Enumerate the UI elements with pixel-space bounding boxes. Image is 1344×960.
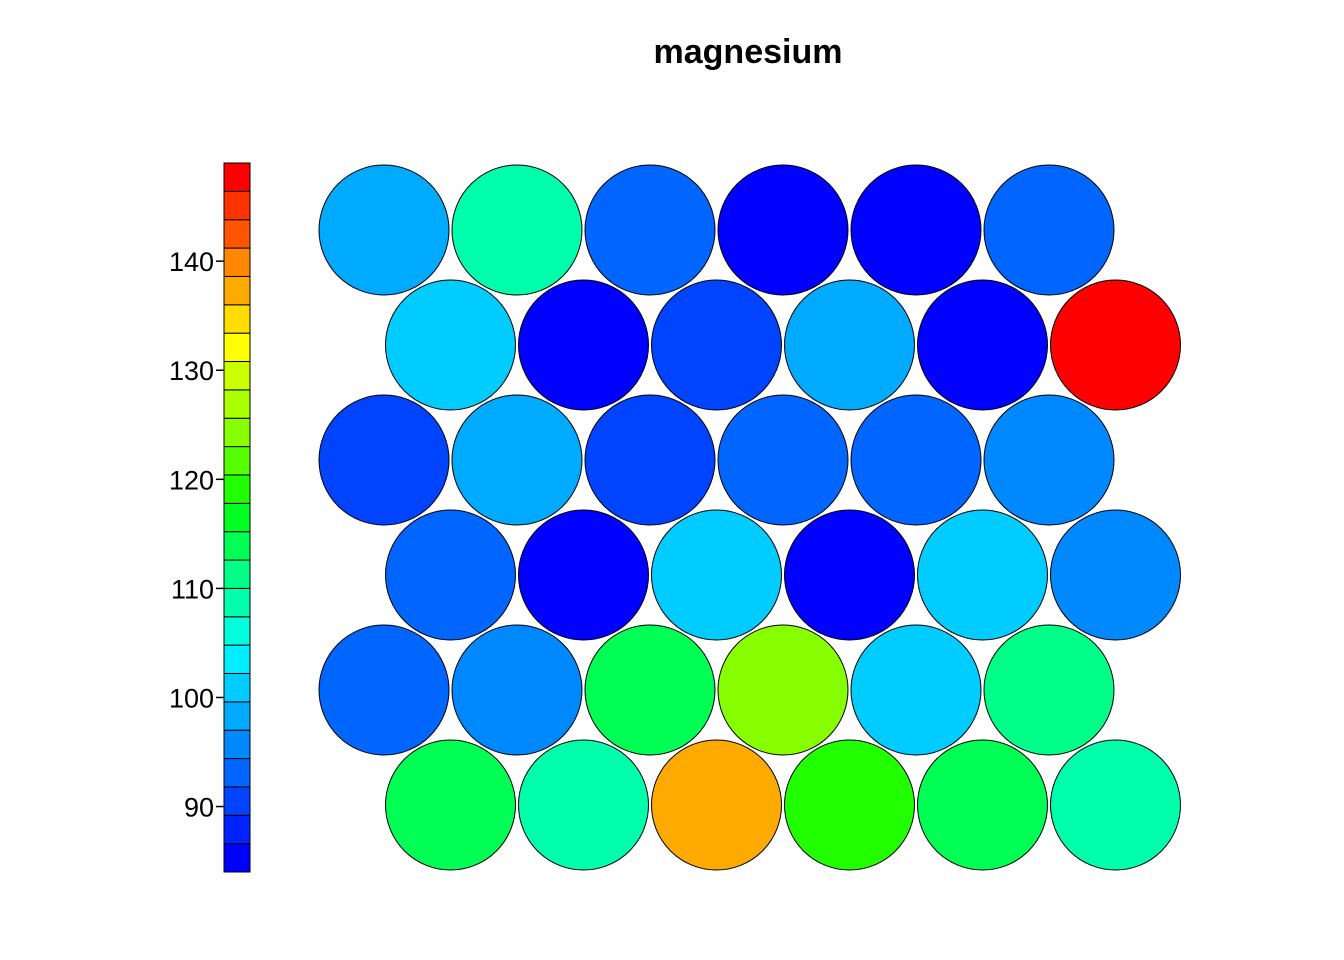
colorbar-segment — [223, 446, 251, 476]
colorbar-segment — [223, 417, 251, 448]
colorbar-segment — [223, 275, 251, 306]
hex-cell — [1050, 509, 1181, 641]
hex-cell — [917, 739, 1048, 871]
colorbar-segment — [223, 389, 251, 419]
colorbar-tick-label: 110 — [171, 574, 214, 604]
hex-cell — [451, 164, 583, 296]
hex-cell — [784, 279, 915, 411]
colorbar-segment — [223, 190, 251, 221]
colorbar-segment — [223, 162, 251, 192]
hex-cell — [651, 509, 782, 641]
hex-cell — [651, 739, 782, 871]
hex-cell — [584, 394, 716, 526]
hex-cell — [651, 279, 782, 411]
colorbar-tick-label: 100 — [169, 683, 214, 713]
hex-cell — [584, 164, 716, 296]
colorbar-segment — [223, 786, 251, 816]
hex-cell — [850, 394, 982, 526]
colorbar-tick-label: 130 — [169, 356, 214, 386]
hex-cell — [917, 509, 1048, 641]
colorbar-segment — [223, 559, 251, 589]
hex-cell — [717, 394, 849, 526]
colorbar-segment — [223, 247, 251, 277]
hex-cell — [717, 624, 849, 756]
hex-cell — [1050, 739, 1181, 871]
colorbar-segment — [223, 332, 251, 363]
chart-title: magnesium — [654, 33, 843, 71]
hex-cell — [1050, 279, 1181, 411]
colorbar-segment — [223, 758, 251, 788]
hex-cell — [451, 394, 583, 526]
hex-cell — [917, 279, 1048, 411]
colorbar-segment — [223, 616, 251, 646]
colorbar-segment — [223, 531, 251, 561]
hex-cell — [518, 739, 649, 871]
colorbar-segment — [223, 814, 251, 845]
hex-cell — [518, 279, 649, 411]
hex-cell — [983, 394, 1115, 526]
hex-cell — [983, 164, 1115, 296]
hex-cell — [318, 164, 450, 296]
hex-cells — [318, 164, 1181, 871]
colorbar-segment — [223, 474, 251, 504]
colorbar-tick-label: 90 — [184, 793, 214, 823]
colorbar-segment — [223, 502, 251, 533]
hex-cell — [518, 509, 649, 641]
colorbar-tick-label: 120 — [169, 465, 214, 495]
colorbar-segment — [223, 361, 251, 391]
colorbar-segment — [223, 729, 251, 760]
hex-cell — [784, 509, 915, 641]
colorbar-segment — [223, 672, 251, 703]
colorbar-segment — [223, 587, 251, 618]
hex-cell — [385, 509, 516, 641]
colorbar-segment — [223, 219, 251, 249]
hex-cell — [850, 164, 982, 296]
colorbar-segment — [223, 304, 251, 334]
hex-cell — [784, 739, 915, 871]
hex-cell — [318, 394, 450, 526]
colorbar-segment — [223, 843, 251, 873]
hex-cell — [451, 624, 583, 756]
colorbar: 90 100 110 120 130 140 — [169, 162, 251, 873]
colorbar-segment — [223, 701, 251, 731]
hex-cell — [385, 279, 516, 411]
hex-cell — [385, 739, 516, 871]
hex-cell — [983, 624, 1115, 756]
hex-cell — [850, 624, 982, 756]
hex-cell — [717, 164, 849, 296]
colorbar-segment — [223, 644, 251, 674]
hex-cell — [318, 624, 450, 756]
hex-cell — [584, 624, 716, 756]
colorbar-tick-label: 140 — [169, 247, 214, 277]
